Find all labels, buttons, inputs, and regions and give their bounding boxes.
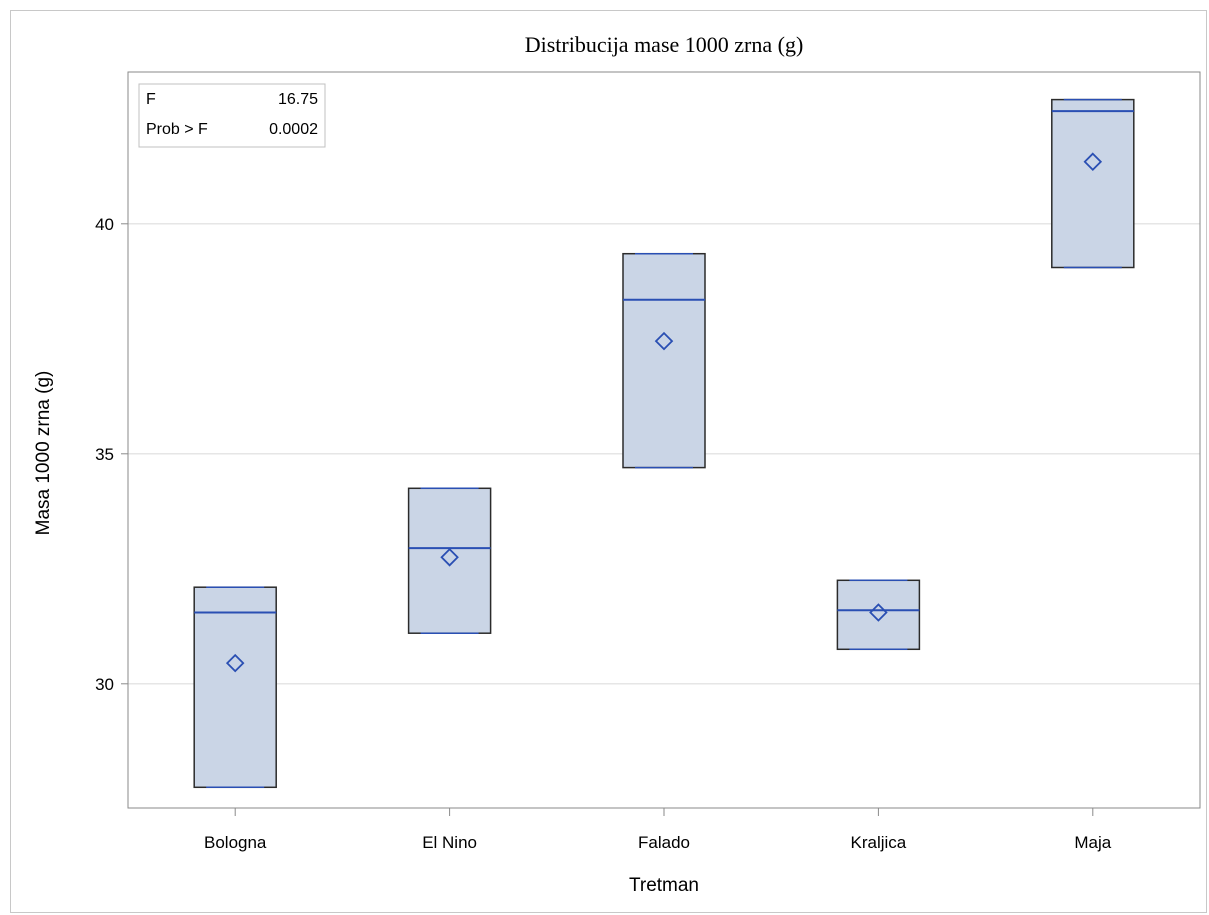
mean-marker — [654, 331, 674, 351]
box-body — [836, 579, 921, 651]
mean-marker — [869, 603, 888, 622]
stat-f-label: F — [146, 91, 156, 108]
mean-marker — [440, 548, 459, 567]
box-body — [407, 487, 492, 634]
x-tick-label-0: Bologna — [204, 833, 267, 852]
x-tick-label-4: Maja — [1074, 833, 1111, 852]
stats-inset-box: F 16.75 Prob > F 0.0002 — [138, 83, 326, 148]
box-group-kraljica — [836, 579, 921, 651]
y-axis-label: Masa 1000 zrna (g) — [33, 371, 54, 536]
y-tick-label-35: 35 — [95, 445, 114, 464]
stat-f-value: 16.75 — [278, 91, 318, 108]
box-body — [193, 586, 277, 789]
y-tick-label-30: 30 — [95, 675, 114, 694]
x-tick-label-1: El Nino — [422, 833, 477, 852]
box-body — [622, 252, 706, 469]
x-tick-label-3: Kraljica — [851, 833, 907, 852]
box-group-maja — [1051, 98, 1135, 269]
box-group-bologna — [193, 586, 277, 789]
y-tick-label-40: 40 — [95, 215, 114, 234]
mean-marker — [225, 653, 245, 673]
mean-marker — [1083, 152, 1103, 171]
box-group-el-nino — [407, 487, 492, 634]
stat-prob-label: Prob > F — [146, 121, 208, 138]
box-body — [1051, 98, 1135, 269]
x-axis-label: Tretman — [629, 875, 699, 896]
x-tick-label-2: Falado — [638, 833, 690, 852]
axes: 30 35 40 Bologna El Nino Falado Kraljica Maja — [95, 215, 1112, 852]
boxes — [193, 98, 1135, 789]
box-group-falado — [622, 252, 706, 469]
stats-inset-border — [138, 83, 326, 148]
chart-title: Distribucija mase 1000 zrna (g) — [525, 32, 804, 57]
stat-prob-value: 0.0002 — [269, 121, 318, 138]
